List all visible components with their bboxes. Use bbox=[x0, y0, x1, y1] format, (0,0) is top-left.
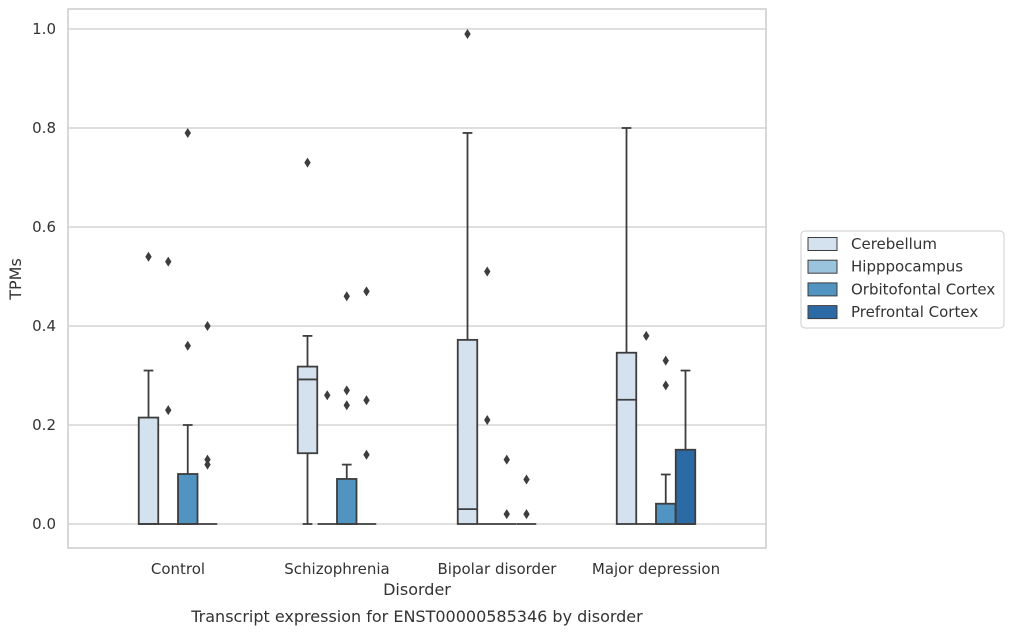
legend-swatch-2 bbox=[807, 282, 838, 297]
x-tick-labels: Control Schizophrenia Bipolar disorder Majo… bbox=[151, 560, 720, 578]
box-1-2 bbox=[477, 266, 497, 525]
box-3-3 bbox=[674, 369, 697, 525]
box-2-2 bbox=[497, 454, 517, 525]
legend-swatch-3 bbox=[807, 305, 838, 320]
box-0-2 bbox=[456, 28, 479, 525]
outlier-point-1 bbox=[363, 395, 370, 406]
outlier-point-2 bbox=[363, 449, 370, 460]
outlier-point-1 bbox=[662, 380, 669, 391]
legend-swatch-0 bbox=[807, 237, 838, 251]
legend-swatch-1 bbox=[807, 259, 838, 274]
box-series-layer bbox=[137, 28, 697, 525]
chart-caption: Transcript expression for ENST0000058534… bbox=[190, 607, 643, 626]
box-0-3 bbox=[615, 127, 638, 525]
outlier-point-1 bbox=[503, 509, 510, 520]
box-3-0 bbox=[197, 321, 218, 525]
legend-item-2: Orbitofontal Cortex bbox=[807, 280, 995, 298]
legend: Cerebellum Hipppocampus Orbitofontal Corte… bbox=[800, 230, 1005, 329]
x-tick-label-3: Major depression bbox=[592, 560, 720, 578]
y-tick-label-1: 0.2 bbox=[32, 416, 56, 434]
outlier-point-0 bbox=[204, 321, 211, 331]
y-tick-label-3: 0.6 bbox=[32, 218, 56, 236]
box-2-1 bbox=[336, 291, 358, 525]
outlier-point-0 bbox=[184, 127, 191, 138]
box-3-2 bbox=[516, 474, 537, 525]
outlier-point-1 bbox=[484, 415, 491, 426]
outlier-point-1 bbox=[165, 405, 172, 416]
outlier-point-0 bbox=[464, 28, 471, 39]
outlier-point-1 bbox=[184, 340, 191, 351]
box-1-0 bbox=[158, 256, 178, 525]
box-0-1 bbox=[296, 157, 319, 525]
outlier-point-0 bbox=[643, 330, 650, 341]
box-3-1 bbox=[356, 286, 377, 525]
y-tick-labels: 0.0 0.2 0.4 0.6 0.8 1.0 bbox=[32, 20, 56, 533]
outlier-point-0 bbox=[324, 390, 331, 401]
box-body bbox=[456, 338, 479, 525]
x-tick-label-2: Bipolar disorder bbox=[438, 560, 558, 578]
y-tick-label-0: 0.0 bbox=[32, 515, 56, 533]
outlier-point-0 bbox=[662, 355, 669, 366]
outlier-point-1 bbox=[523, 509, 530, 520]
x-tick-label-0: Control bbox=[151, 560, 205, 578]
outlier-point-2 bbox=[343, 400, 350, 411]
legend-items: Cerebellum Hipppocampus Orbitofontal Corte… bbox=[807, 235, 995, 321]
legend-label-3: Prefrontal Cortex bbox=[851, 303, 978, 321]
box-body bbox=[137, 416, 160, 525]
plot-frame bbox=[67, 8, 767, 549]
outlier-point-0 bbox=[343, 291, 350, 302]
legend-label-0: Cerebellum bbox=[851, 235, 937, 253]
box-0-0 bbox=[137, 251, 160, 525]
outlier-point-0 bbox=[145, 251, 152, 262]
y-axis-label: TPMs bbox=[6, 258, 25, 301]
box-1-1 bbox=[317, 390, 337, 525]
outlier-point-0 bbox=[523, 474, 530, 485]
box-2-0 bbox=[177, 127, 199, 525]
legend-frame bbox=[800, 230, 1005, 329]
outlier-point-0 bbox=[503, 454, 510, 465]
box-body bbox=[674, 448, 697, 525]
box-body bbox=[177, 473, 199, 525]
legend-label-2: Orbitofontal Cortex bbox=[851, 280, 995, 298]
legend-item-0: Cerebellum bbox=[807, 235, 937, 253]
outlier-point-0 bbox=[165, 256, 172, 267]
box-body bbox=[336, 478, 358, 525]
legend-label-1: Hipppocampus bbox=[851, 258, 963, 276]
y-tick-label-5: 1.0 bbox=[32, 20, 56, 38]
legend-item-3: Prefrontal Cortex bbox=[807, 303, 978, 321]
y-tick-label-4: 0.8 bbox=[32, 119, 56, 137]
box-2-3 bbox=[655, 355, 677, 525]
x-axis-label: Disorder bbox=[383, 580, 451, 599]
box-1-3 bbox=[636, 330, 656, 525]
outlier-point-2 bbox=[204, 459, 211, 470]
gridlines bbox=[68, 28, 766, 525]
box-body bbox=[655, 502, 677, 525]
box-body bbox=[615, 351, 638, 525]
outlier-point-1 bbox=[343, 385, 350, 396]
box-body bbox=[296, 365, 319, 455]
x-tick-label-1: Schizophrenia bbox=[284, 560, 389, 578]
outlier-point-0 bbox=[484, 266, 491, 277]
outlier-point-0 bbox=[304, 157, 311, 168]
legend-item-1: Hipppocampus bbox=[807, 258, 963, 276]
y-tick-label-2: 0.4 bbox=[32, 317, 56, 335]
outlier-point-0 bbox=[363, 286, 370, 297]
